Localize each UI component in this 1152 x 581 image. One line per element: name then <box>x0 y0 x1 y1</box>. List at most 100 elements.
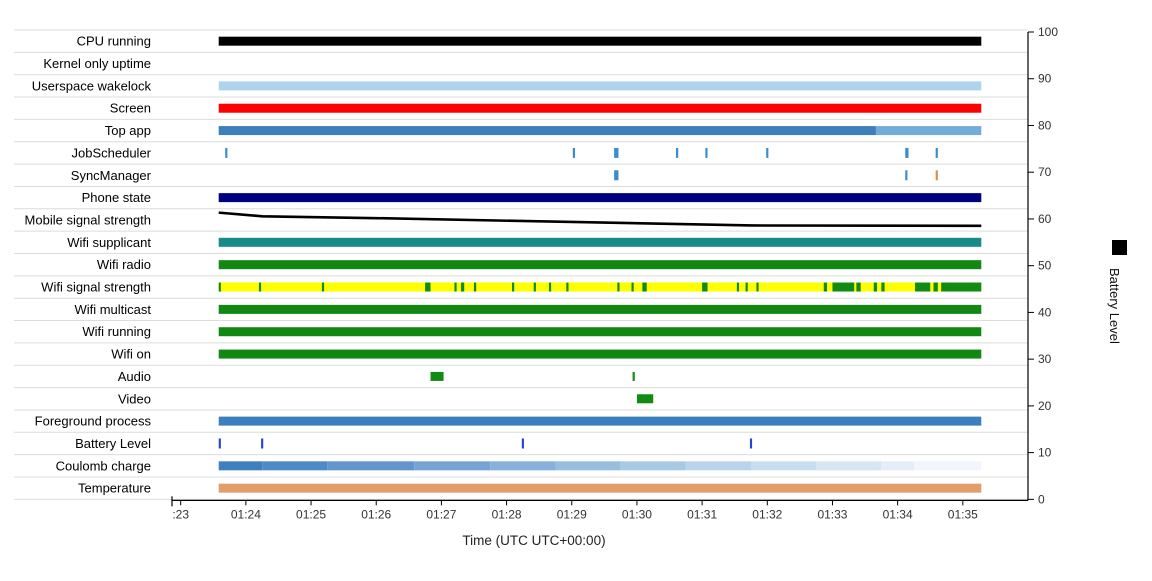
coulomb-charge-segment <box>262 461 328 471</box>
legend-swatch-battery-level <box>1112 240 1127 255</box>
wifi-running-segment <box>218 327 982 337</box>
mobile-signal-line <box>218 211 982 228</box>
wifi-signal-strength-mark <box>915 282 931 292</box>
userspace-wakelock-segment <box>218 81 982 91</box>
phone-state-segment <box>218 193 982 203</box>
y-right-tick-label: 0 <box>1038 492 1045 506</box>
wifi-signal-strength-mark <box>425 282 431 292</box>
y-right-tick-label: 80 <box>1038 118 1052 132</box>
foreground-process-segment <box>218 416 982 426</box>
syncmanager-segment <box>614 170 619 181</box>
wifi-supplicant-segment <box>218 237 982 247</box>
wifi-signal-strength-mark <box>736 282 740 292</box>
jobscheduler-segment <box>705 147 708 158</box>
x-tick-label: 01:27 <box>426 507 456 521</box>
wifi-signal-strength-mark <box>258 282 262 292</box>
row-label-top-app: Top app <box>105 123 151 138</box>
x-axis-title: Time (UTC UTC+00:00) <box>462 533 605 548</box>
coulomb-charge-segment <box>490 461 556 471</box>
jobscheduler-segment <box>766 147 769 158</box>
wifi-on-segment <box>218 349 982 359</box>
coulomb-charge-segment <box>881 461 914 471</box>
y-right-tick-label: 30 <box>1038 352 1052 366</box>
y-right-tick-label: 50 <box>1038 259 1052 273</box>
wifi-signal-strength-mark <box>832 282 855 292</box>
x-tick-label: 01:25 <box>296 507 326 521</box>
x-tick-label: 01:35 <box>948 507 978 521</box>
wifi-signal-strength-mark <box>617 282 620 292</box>
wifi-signal-strength-mark <box>321 282 325 292</box>
coulomb-charge-segment <box>816 461 882 471</box>
wifi-signal-strength-mark <box>856 282 861 292</box>
coulomb-charge-segment <box>685 461 751 471</box>
row-label-wifi-radio: Wifi radio <box>97 257 151 272</box>
row-label-screen: Screen <box>110 101 151 116</box>
coulomb-charge-segment <box>620 461 686 471</box>
row-label-wifi-signal-strength: Wifi signal strength <box>41 280 151 295</box>
coulomb-charge-segment <box>555 461 621 471</box>
x-tick-label: 01:26 <box>361 507 391 521</box>
wifi-signal-strength-mark <box>873 282 878 292</box>
x-tick-label: 01:34 <box>883 507 913 521</box>
row-label-kernel-only-uptime: Kernel only uptime <box>43 56 151 71</box>
syncmanager-segment <box>935 170 938 181</box>
coulomb-charge-segment <box>414 461 491 471</box>
jobscheduler-segment <box>676 147 679 158</box>
battery-level-segment <box>749 438 753 449</box>
jobscheduler-segment <box>935 147 938 158</box>
battery-level-segment <box>521 438 524 449</box>
row-label-battery-level: Battery Level <box>75 436 151 451</box>
wifi-signal-strength-mark <box>642 282 647 292</box>
x-tick-label: 01:33 <box>817 507 847 521</box>
y-right-tick-label: 90 <box>1038 72 1052 86</box>
x-tick-label: 01:24 <box>231 507 261 521</box>
top-app-segment <box>875 126 982 136</box>
audio-segment <box>632 371 635 381</box>
wifi-signal-strength-mark <box>941 282 982 292</box>
x-tick-label: 01:32 <box>752 507 782 521</box>
temperature-segment <box>218 483 982 493</box>
coulomb-charge-segment <box>218 461 263 471</box>
wifi-signal-strength-mark <box>881 282 885 292</box>
jobscheduler-segment <box>614 147 619 158</box>
row-label-temperature: Temperature <box>78 481 151 496</box>
row-label-phone-state: Phone state <box>82 190 151 205</box>
y-right-tick-label: 20 <box>1038 399 1052 413</box>
wifi-signal-strength-mark <box>533 282 536 292</box>
row-label-wifi-multicast: Wifi multicast <box>74 302 151 317</box>
row-label-coulomb-charge: Coulomb charge <box>56 458 151 473</box>
coulomb-charge-segment <box>913 461 982 471</box>
battery-level-segment <box>218 438 221 449</box>
row-label-cpu-running: CPU running <box>77 34 151 49</box>
wifi-signal-strength-mark <box>218 282 221 292</box>
wifi-signal-strength-mark <box>548 282 552 292</box>
wifi-signal-strength-mark <box>454 282 457 292</box>
jobscheduler-segment <box>572 147 576 158</box>
x-tick-label: 01:31 <box>687 507 717 521</box>
wifi-signal-strength-mark <box>756 282 759 292</box>
row-label-wifi-running: Wifi running <box>82 324 151 339</box>
row-label-userspace-wakelock: Userspace wakelock <box>32 78 152 93</box>
audio-segment <box>430 371 444 381</box>
x-tick-label: 01:29 <box>557 507 587 521</box>
row-label-foreground-process: Foreground process <box>35 414 152 429</box>
row-label-jobscheduler: JobScheduler <box>72 145 152 160</box>
wifi-signal-strength-mark <box>933 282 938 292</box>
jobscheduler-segment <box>225 147 228 158</box>
y-right-tick-label: 10 <box>1038 446 1052 460</box>
y-right-tick-label: 40 <box>1038 305 1052 319</box>
row-label-syncmanager: SyncManager <box>71 168 152 183</box>
row-label-mobile-signal-strength: Mobile signal strength <box>25 212 151 227</box>
row-label-wifi-supplicant: Wifi supplicant <box>67 235 151 250</box>
screen-segment <box>218 103 982 113</box>
y-right-tick-label: 100 <box>1038 25 1058 39</box>
top-app-segment <box>218 126 876 136</box>
battery-level-segment <box>261 438 264 449</box>
wifi-signal-strength-mark <box>702 282 708 292</box>
x-tick-label: 01:28 <box>492 507 522 521</box>
video-segment <box>636 394 654 404</box>
wifi-radio-segment <box>218 260 982 270</box>
y-right-tick-label: 70 <box>1038 165 1052 179</box>
jobscheduler-segment <box>905 147 909 158</box>
